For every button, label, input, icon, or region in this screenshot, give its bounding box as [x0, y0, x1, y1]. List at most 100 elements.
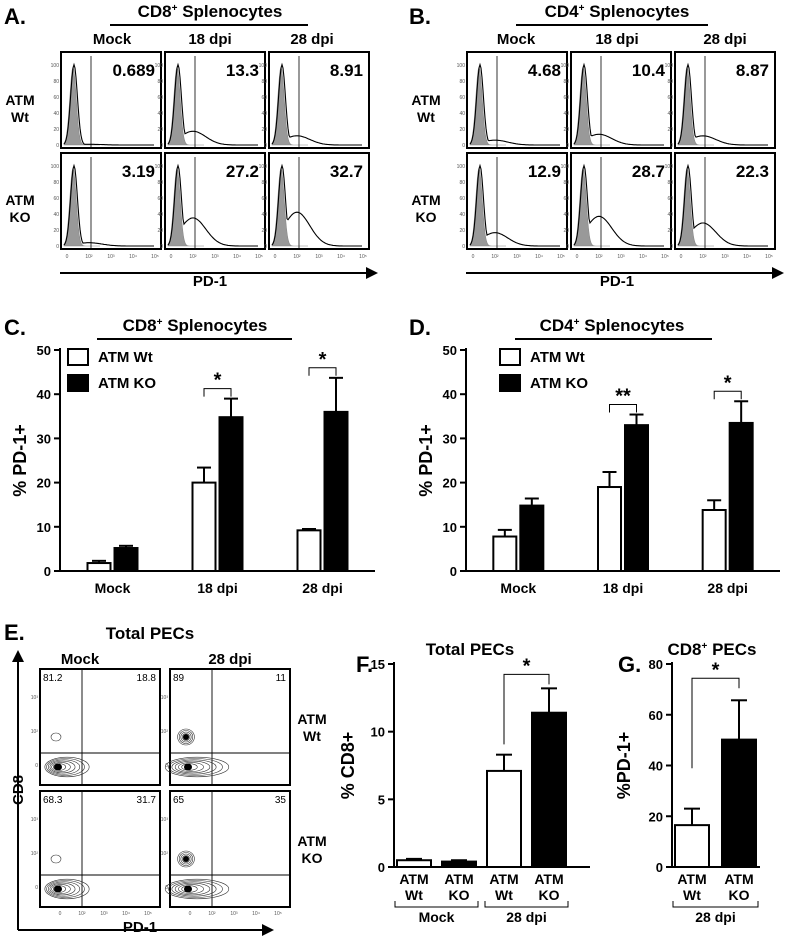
panel-a-pd1-arrowhead — [366, 267, 378, 279]
histogram-x-tick: 10³ — [513, 254, 521, 260]
panel-b-row-ko-line1: ATM — [411, 192, 440, 208]
panel-e-contour-grid: 81.2 18.8 10³ 10² 0 89 11 10³ 10² 0 68.3 31.7 10³ 10²… — [31, 668, 291, 917]
bar — [296, 529, 322, 572]
isotype-histogram — [271, 66, 308, 146]
significance-bracket — [713, 390, 742, 400]
gate-percentage: 4.68 — [528, 61, 561, 80]
contour-ring — [50, 732, 62, 742]
panel-d-letter: D. — [409, 315, 431, 340]
y-tick-label: 0 — [450, 564, 457, 579]
panel-c-title: CD8+ Splenocytes — [123, 316, 268, 335]
group-label: 28 dpi — [506, 909, 546, 925]
y-axis-label: % PD-1+ — [10, 424, 30, 497]
histogram-x-tick: 0 — [274, 254, 277, 260]
histogram-y-tick: 80 — [563, 180, 569, 186]
bar — [323, 410, 349, 572]
contour-ring — [182, 733, 190, 741]
contour-x-tick: 10² — [208, 911, 216, 917]
y-tick-label: 40 — [37, 387, 51, 402]
panel-g-letter: G. — [618, 652, 641, 677]
bar — [701, 509, 727, 572]
histogram-y-tick: 80 — [261, 79, 267, 85]
bar-label-line2: Wt — [683, 887, 701, 903]
y-tick-label: 80 — [649, 657, 663, 672]
histogram-x-tick: 10⁴ — [233, 254, 241, 260]
histogram-y-tick: 20 — [157, 127, 163, 133]
histogram-y-tick: 40 — [157, 111, 163, 117]
gate-percentage: 22.3 — [736, 162, 769, 181]
histogram-y-tick: 60 — [667, 196, 673, 202]
panel-e-pd1-arrowhead — [262, 924, 274, 936]
contour-ring — [50, 854, 62, 864]
panel-a-title: CD8+ Splenocytes — [138, 2, 283, 21]
significance-star: * — [319, 349, 327, 371]
contour-ring — [164, 756, 230, 778]
contour-y-tick: 0 — [165, 885, 168, 891]
histogram-x-tick: 10⁵ — [359, 254, 367, 260]
bar — [86, 562, 112, 573]
sample-histogram — [167, 163, 258, 247]
quadrant-upper-left-value: 68.3 — [43, 795, 63, 806]
y-tick-label: 15 — [371, 657, 385, 672]
contour-y-tick: 10² — [31, 851, 39, 857]
gate-percentage: 32.7 — [330, 162, 363, 181]
histogram-x-tick: 10² — [699, 254, 707, 260]
histogram-y-tick: 40 — [261, 212, 267, 218]
y-axis-label: %PD-1+ — [614, 732, 634, 800]
quadrant-upper-right-value: 18.8 — [137, 673, 157, 684]
contour-ring — [182, 855, 190, 863]
panel-g-title: CD8+ PECs — [668, 640, 757, 659]
y-tick-label: 40 — [649, 759, 663, 774]
histogram-x-tick: 10⁵ — [151, 254, 159, 260]
histogram-y-tick: 40 — [459, 212, 465, 218]
histogram-y-tick: 40 — [667, 111, 673, 117]
group-label: Mock — [419, 909, 455, 925]
sample-histogram — [573, 163, 664, 247]
gate-percentage: 27.2 — [226, 162, 259, 181]
panel-d-title: CD4+ Splenocytes — [540, 316, 685, 335]
x-category-label: 18 dpi — [603, 580, 643, 596]
contour-x-tick: 10³ — [100, 911, 108, 917]
histogram-y-tick: 60 — [53, 196, 59, 202]
contour-core — [183, 856, 189, 862]
histogram-y-tick: 40 — [53, 111, 59, 117]
panel-e-row-wt-line1: ATM — [297, 711, 326, 727]
panel-e-row-ko-line1: ATM — [297, 833, 326, 849]
histogram-y-tick: 80 — [563, 79, 569, 85]
significance-bracket — [203, 388, 232, 397]
significance-star: * — [724, 372, 732, 394]
panel-e-row-ko-line2: KO — [302, 850, 323, 866]
histogram-x-tick: 0 — [576, 254, 579, 260]
significance-bracket — [609, 404, 637, 413]
panel-d: D. CD4+ Splenocytes 0 10 20 30 40 50 % PD-1+ Mo… — [409, 315, 780, 596]
bar-label-line2: Wt — [495, 887, 513, 903]
histogram-y-tick: 40 — [261, 111, 267, 117]
bar — [486, 769, 522, 868]
quadrant-upper-left-value: 81.2 — [43, 673, 63, 684]
contour-y-tick: 10² — [161, 851, 169, 857]
gate-percentage: 12.9 — [528, 162, 561, 181]
histogram-y-tick: 20 — [53, 228, 59, 234]
histogram-y-tick: 0 — [566, 143, 569, 149]
isotype-histogram — [469, 167, 506, 247]
isotype-histogram — [63, 66, 100, 146]
histogram-x-tick: 10⁴ — [639, 254, 647, 260]
panel-b-col-28dpi: 28 dpi — [703, 31, 746, 48]
histogram-y-tick: 100 — [155, 63, 164, 69]
quadrant-upper-right-value: 11 — [276, 673, 287, 684]
histogram-x-tick: 10³ — [721, 254, 729, 260]
isotype-histogram — [677, 66, 714, 146]
quadrant-upper-right-value: 35 — [275, 795, 287, 806]
panel-b: B. CD4+ Splenocytes Mock 18 dpi 28 dpi A… — [409, 2, 784, 290]
panel-e-col-mock: Mock — [61, 651, 100, 668]
y-tick-label: 40 — [443, 387, 457, 402]
contour-ring — [178, 884, 204, 894]
histogram-y-tick: 40 — [563, 212, 569, 218]
contour-y-tick: 10³ — [31, 817, 39, 823]
histogram-y-tick: 80 — [459, 79, 465, 85]
bar — [396, 859, 432, 869]
sample-histogram — [677, 62, 768, 146]
histogram-y-tick: 100 — [259, 164, 268, 170]
contour-core — [184, 763, 192, 771]
